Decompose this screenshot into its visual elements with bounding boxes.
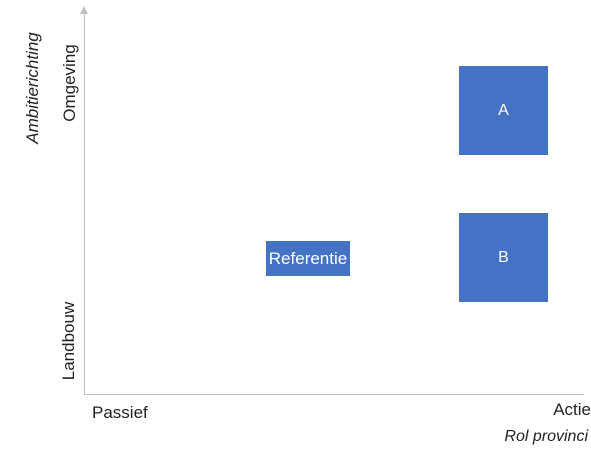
x-axis-line xyxy=(84,394,584,395)
box-b-label: B xyxy=(498,248,509,266)
x-axis-low-label: Passief xyxy=(92,403,148,422)
box-referentie: Referentie xyxy=(266,241,350,276)
box-b: B xyxy=(459,213,548,302)
x-axis-title: Rol provinci xyxy=(504,428,588,445)
box-a-label: A xyxy=(498,101,509,119)
y-axis-arrow-icon xyxy=(80,6,88,14)
y-axis-low-label: Landbouw xyxy=(59,301,78,381)
box-referentie-label: Referentie xyxy=(268,248,348,268)
box-a: A xyxy=(459,66,548,155)
y-axis-line xyxy=(84,12,85,395)
y-axis-title: Ambitierichting xyxy=(23,32,42,144)
x-axis-high-label: Actie xyxy=(553,400,591,419)
y-axis-high-label: Omgeving xyxy=(60,44,79,122)
